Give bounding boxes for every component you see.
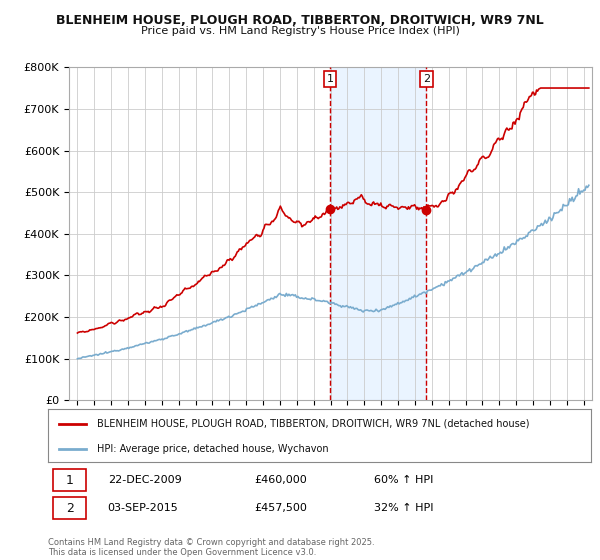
Text: Contains HM Land Registry data © Crown copyright and database right 2025.
This d: Contains HM Land Registry data © Crown c… [48,538,374,557]
Text: 22-DEC-2009: 22-DEC-2009 [108,475,181,485]
Text: BLENHEIM HOUSE, PLOUGH ROAD, TIBBERTON, DROITWICH, WR9 7NL (detached house): BLENHEIM HOUSE, PLOUGH ROAD, TIBBERTON, … [97,419,529,429]
Text: 60% ↑ HPI: 60% ↑ HPI [374,475,433,485]
FancyBboxPatch shape [53,469,86,491]
Text: HPI: Average price, detached house, Wychavon: HPI: Average price, detached house, Wych… [97,444,328,454]
Bar [330,67,426,400]
Text: £460,000: £460,000 [254,475,307,485]
Text: 1: 1 [326,74,334,84]
FancyBboxPatch shape [53,497,86,520]
Text: £457,500: £457,500 [254,503,307,514]
Text: 03-SEP-2015: 03-SEP-2015 [108,503,178,514]
Text: 2: 2 [66,502,74,515]
Text: 2: 2 [423,74,430,84]
Text: 1: 1 [66,474,74,487]
Text: BLENHEIM HOUSE, PLOUGH ROAD, TIBBERTON, DROITWICH, WR9 7NL: BLENHEIM HOUSE, PLOUGH ROAD, TIBBERTON, … [56,14,544,27]
Text: 32% ↑ HPI: 32% ↑ HPI [374,503,433,514]
Text: Price paid vs. HM Land Registry's House Price Index (HPI): Price paid vs. HM Land Registry's House … [140,26,460,36]
